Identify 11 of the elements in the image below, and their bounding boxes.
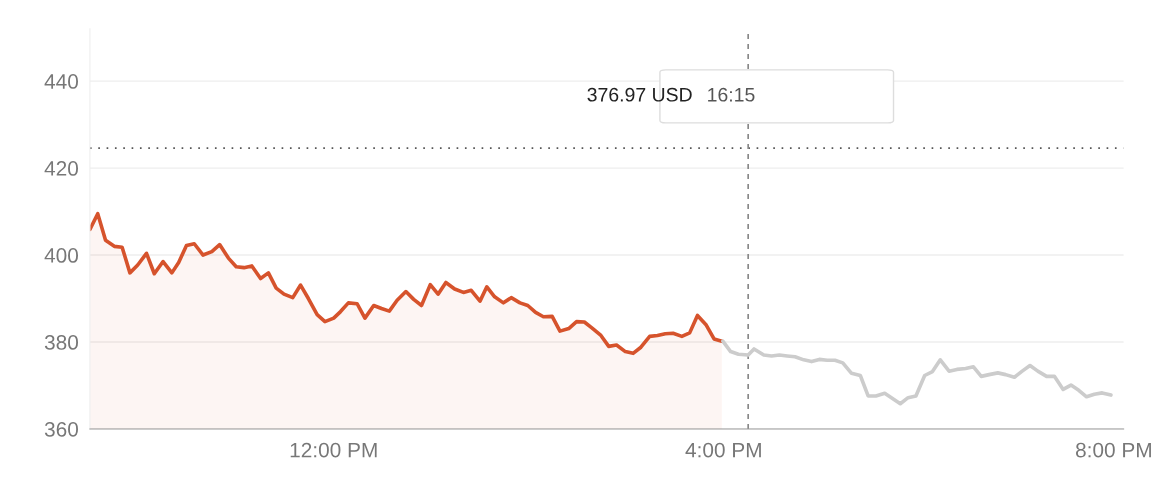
y-tick-label: 400 — [44, 248, 79, 263]
line-series — [721, 339, 1113, 406]
y-tick-label: 440 — [44, 74, 79, 89]
annotation: 376.97 USD — [587, 87, 692, 102]
annotation: 16:15 — [708, 87, 755, 102]
y-tick-label: 360 — [44, 421, 79, 437]
x-tick-label: 8:00 PM — [1075, 442, 1151, 458]
y-tick-label: 420 — [44, 161, 79, 176]
y-tick-label: 380 — [44, 335, 79, 350]
x-tick-label: 4:00 PM — [685, 442, 761, 458]
x-tick-label: 12:00 PM — [290, 442, 377, 458]
